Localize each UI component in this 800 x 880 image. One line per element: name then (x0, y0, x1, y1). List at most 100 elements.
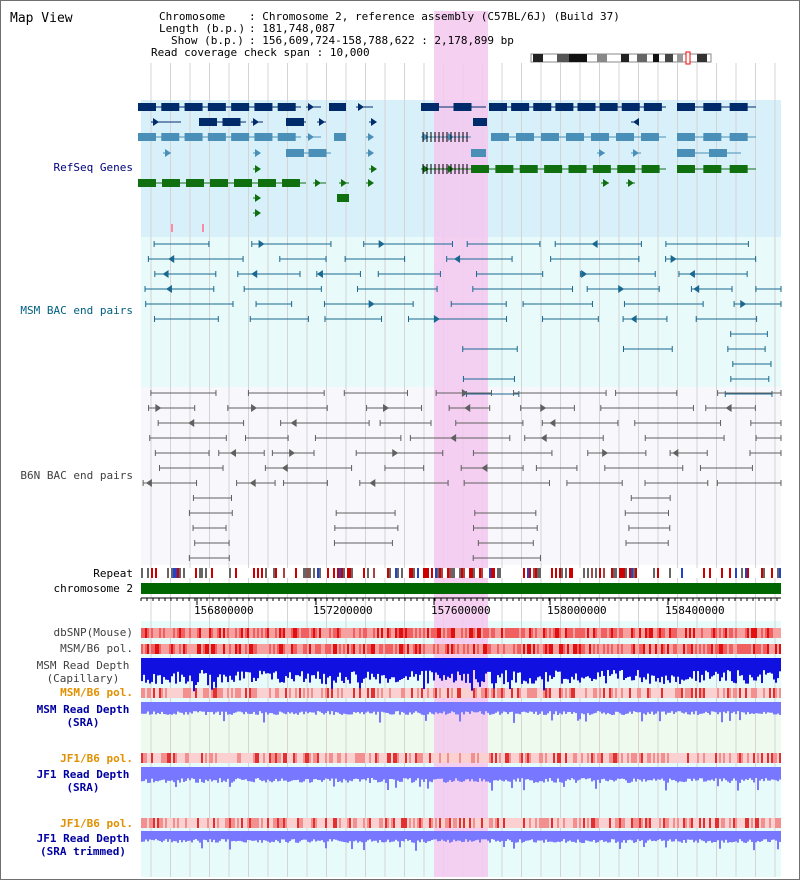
jf1-depth-sra-line1: JF1 Read Depth (36, 768, 130, 781)
ideogram-position-marker (685, 51, 691, 65)
jf1-sra-trimmed-depth-bar (329, 831, 331, 840)
gene-strand-arrow (619, 165, 626, 173)
msm-capillary-depth-bar (415, 658, 417, 675)
gene-exon (277, 133, 296, 141)
jf1-b6-pol-cell (539, 753, 541, 763)
jf1-b6-pol-cell (395, 753, 397, 763)
gene-strand-arrow (731, 165, 738, 173)
msm-b6-pol-cell (695, 644, 697, 654)
jf1-b6-pol-cell (617, 753, 619, 763)
msm-sra-depth-bar (247, 702, 249, 714)
jf1-sra-depth-bar (393, 767, 395, 780)
jf1-b6-pol-label-1: JF1/B6 pol. (60, 752, 133, 765)
jf1-b6-pol-cell (629, 753, 631, 763)
msm-b6-pol-cell (463, 644, 465, 654)
dbsnp-cell (747, 628, 749, 638)
msm-b6-pol-cell (411, 644, 413, 654)
repeat-element (441, 568, 443, 578)
repeat-element (619, 568, 621, 578)
jf1-b6-pol-cell (437, 753, 439, 763)
jf1-b6-pol-cell (359, 753, 361, 763)
gene-strand-arrow (163, 103, 170, 111)
msm-sra-depth-bar (495, 702, 497, 713)
msm-capillary-depth-bar (505, 658, 507, 671)
jf1-b6-pol-2-cell (421, 818, 423, 828)
msm-capillary-depth-bar (633, 658, 635, 681)
jf1-b6-pol-2-cell (683, 818, 685, 828)
msm-capillary-depth-bar (315, 658, 317, 679)
dbsnp-cell (541, 628, 543, 638)
jf1-sra-depth-bar (369, 767, 371, 783)
jf1-sra-trimmed-depth-bar (483, 831, 485, 840)
repeat-element (595, 568, 597, 578)
jf1-sra-trimmed-depth-bar (367, 831, 369, 841)
gene-exon (471, 165, 489, 173)
dbsnp-cell (709, 628, 711, 638)
repeat-element (283, 568, 285, 578)
msm-capillary-depth-bar (755, 658, 757, 681)
jf1-b6-pol-cell (157, 753, 159, 763)
msm-b6-pol-cell (415, 644, 417, 654)
msm-capillary-depth-bar (549, 658, 551, 676)
jf1-b6-pol-cell (469, 753, 471, 763)
jf1-sra-depth-bar (143, 767, 145, 782)
msm-b6-pol-2-cell (717, 688, 719, 698)
jf1-sra-depth-bar (375, 767, 377, 780)
msm-b6-pol-cell (427, 644, 429, 654)
msm-sra-depth-bar (363, 702, 365, 715)
jf1-sra-depth-bar (713, 767, 715, 781)
msm-sra-depth-bar (343, 702, 345, 714)
msm-capillary-depth-bar (225, 658, 227, 677)
gene-exon (519, 165, 538, 173)
jf1-b6-pol-2-cell (183, 818, 185, 828)
msm-b6-pol-2-cell (295, 688, 297, 698)
msm-capillary-depth-bar (213, 658, 215, 682)
msm-sra-depth-bar (449, 702, 451, 714)
dbsnp-cell (501, 628, 503, 638)
dbsnp-cell (389, 628, 391, 638)
jf1-sra-trimmed-depth-bar (623, 831, 625, 841)
msm-b6-pol-cell (583, 644, 585, 654)
msm-sra-depth-bar (259, 702, 261, 712)
msm-b6-pol-2-cell (623, 688, 625, 698)
gene-exon (222, 118, 241, 126)
gene-exon (258, 179, 276, 187)
jf1-b6-pol-2-cell (347, 818, 349, 828)
jf1-b6-pol-cell (689, 753, 691, 763)
repeat-element (493, 568, 495, 578)
jf1-b6-pol-2-cell (769, 818, 771, 828)
repeat-element (529, 568, 531, 578)
msm-sra-depth-bar (475, 702, 477, 713)
msm-capillary-depth-bar (299, 658, 301, 677)
msm-capillary-depth-bar (515, 658, 517, 683)
msm-b6-pol-2-cell (645, 688, 647, 698)
msm-b6-pol-cell (215, 644, 217, 654)
jf1-sra-trimmed-depth-bar (209, 831, 211, 840)
jf1-b6-pol-cell (771, 753, 773, 763)
msm-capillary-depth-bar (287, 658, 289, 678)
jf1-sra-depth-bar (351, 767, 353, 782)
msm-capillary-depth-bar (613, 658, 615, 671)
dbsnp-cell (449, 628, 451, 638)
msm-b6-pol-cell (697, 644, 699, 654)
gene-exon (495, 165, 514, 173)
jf1-sra-trimmed-depth-bar (297, 831, 299, 843)
jf1-sra-trimmed-depth-bar (669, 831, 671, 840)
msm-b6-pol-2-cell (327, 688, 329, 698)
jf1-sra-trimmed-depth-bar (433, 831, 435, 840)
jf1-b6-pol-cell (725, 753, 727, 763)
msm-sra-depth-bar (239, 702, 241, 712)
msm-sra-depth-bar (519, 702, 521, 715)
msm-sra-depth-bar (417, 702, 419, 713)
dbsnp-cell (603, 628, 605, 638)
msm-b6-pol-2-cell (225, 688, 227, 698)
msm-b6-pol-2-cell (553, 688, 555, 698)
msm-b6-pol-2-cell (281, 688, 283, 698)
repeat-element (171, 568, 173, 578)
jf1-sra-trimmed-depth-bar (667, 831, 669, 841)
dbsnp-cell (761, 628, 763, 638)
jf1-sra-depth-bar (485, 767, 487, 782)
jf1-sra-depth-bar (769, 767, 771, 781)
repeat-element (611, 568, 613, 578)
